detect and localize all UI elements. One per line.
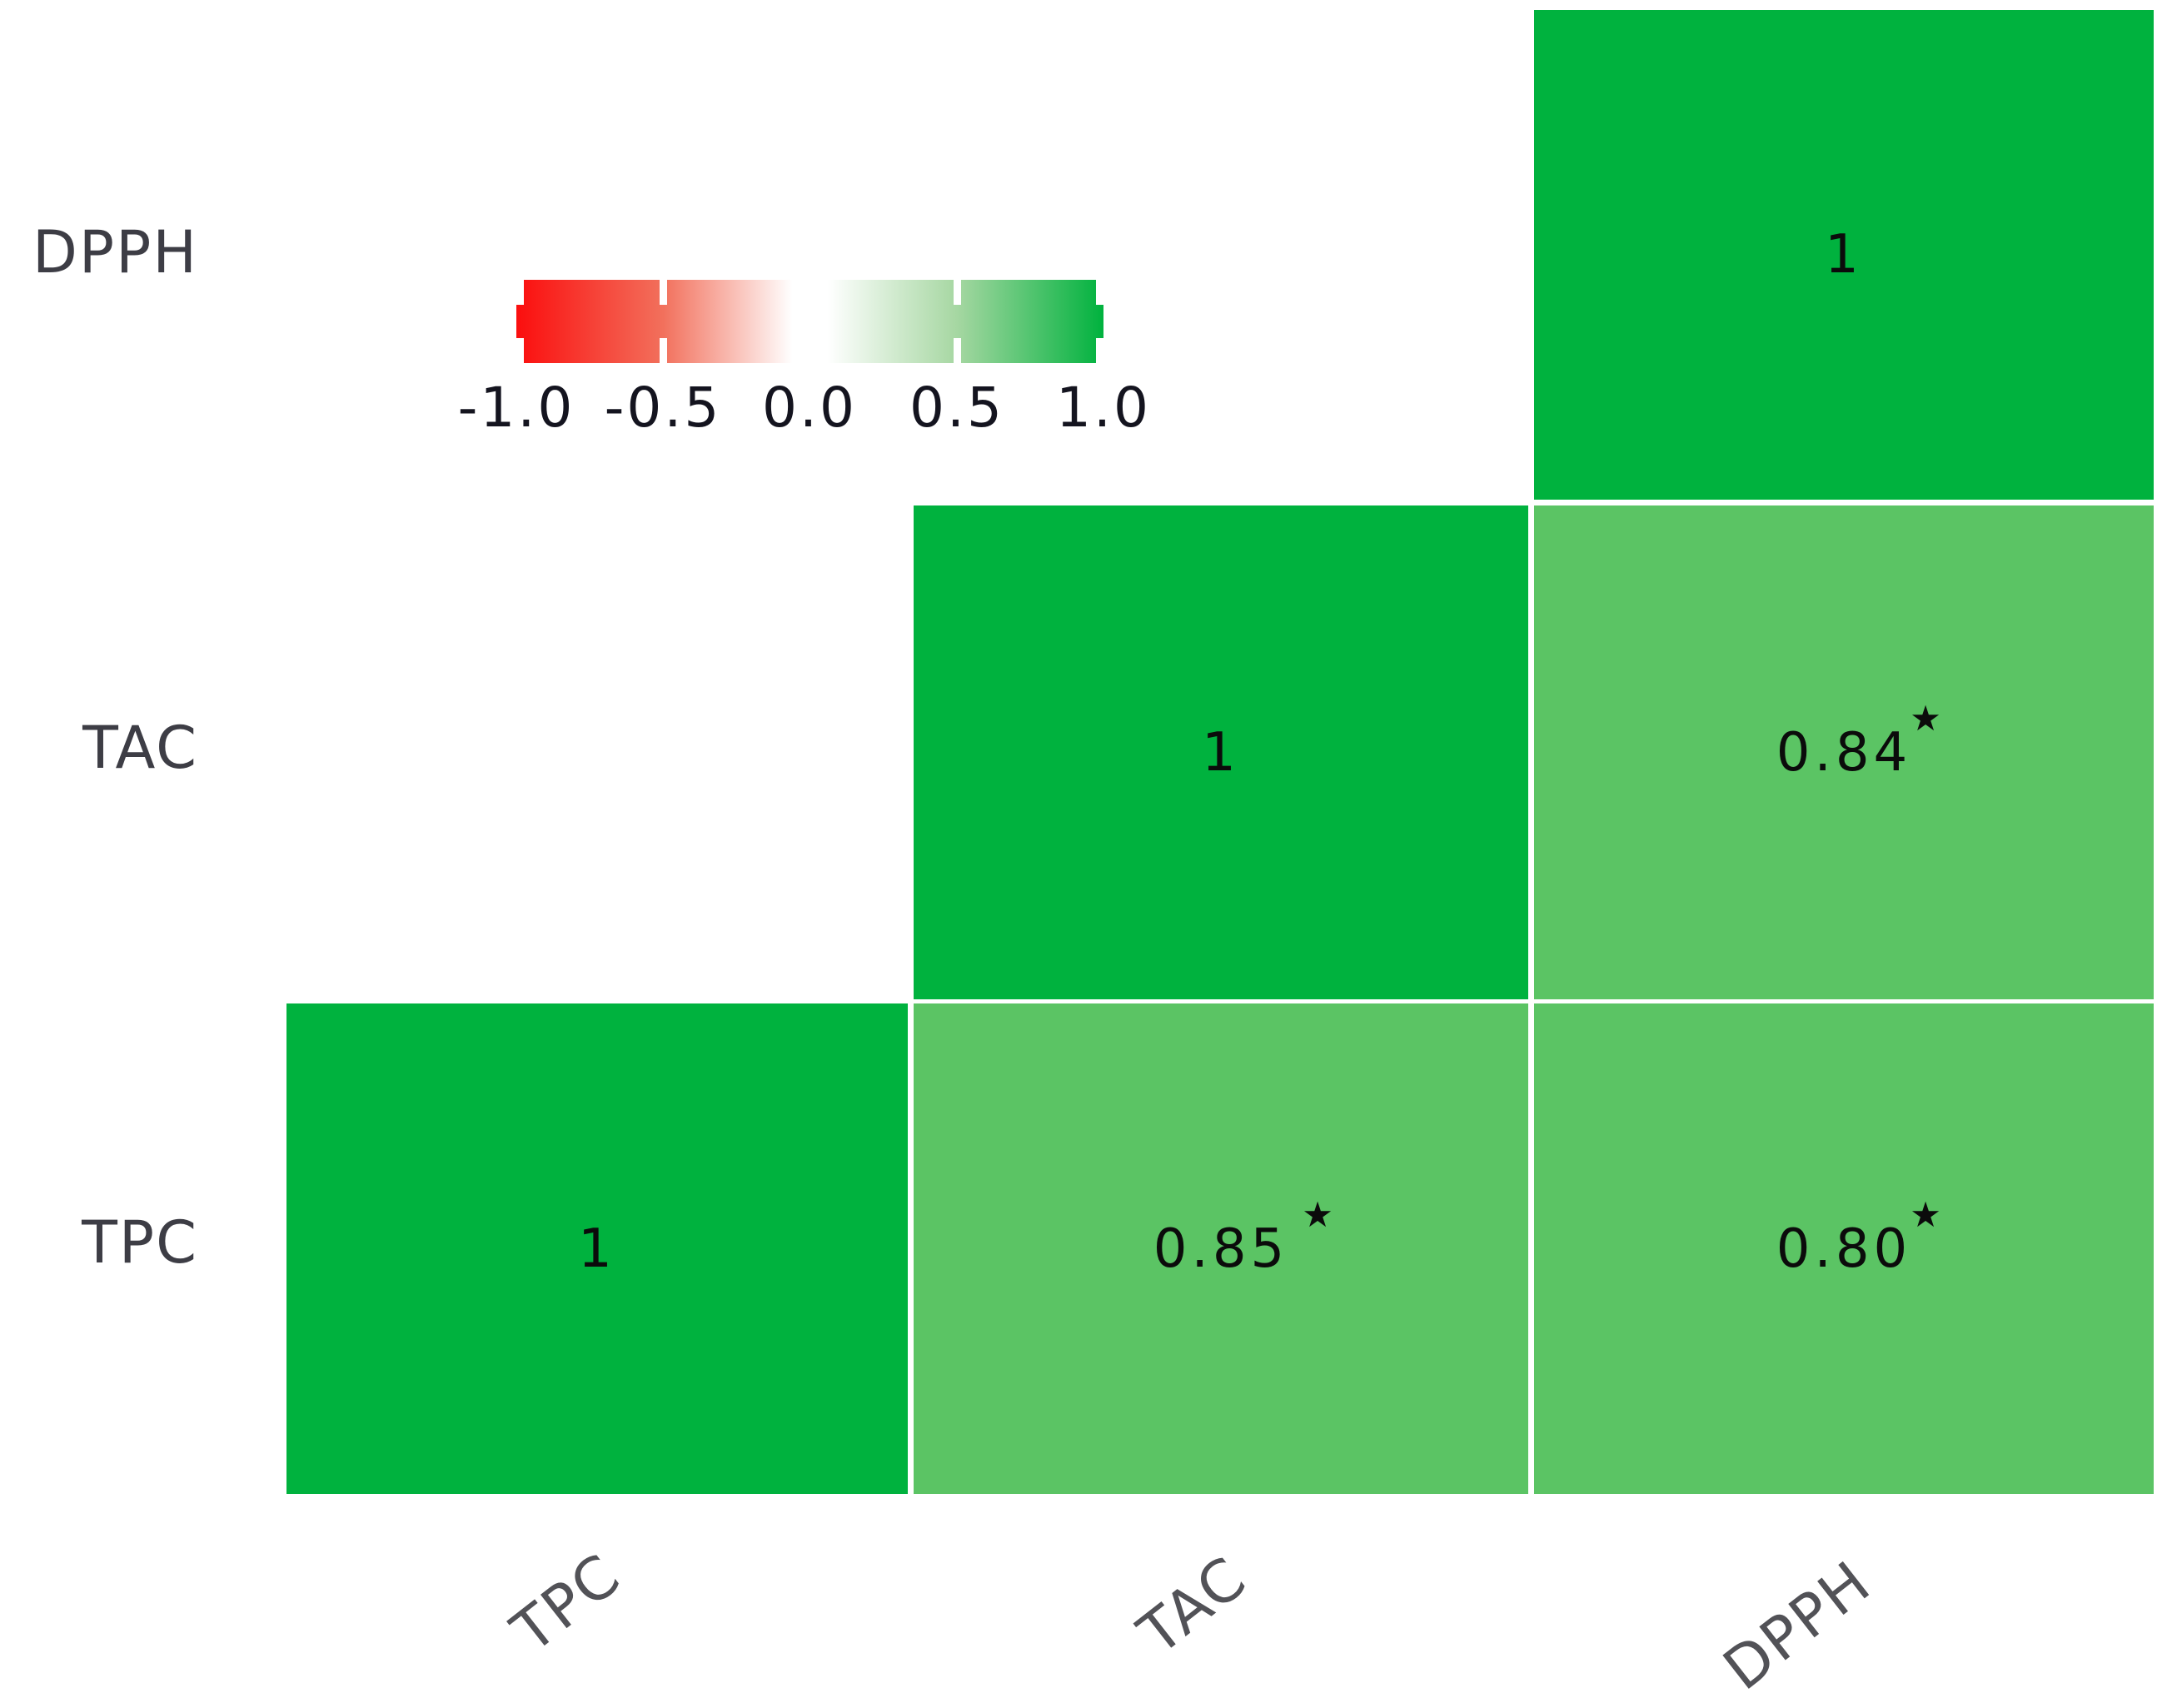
cell-value: 0.80 ★ [1776, 1193, 1941, 1280]
cell-tpc-tac: 0.85 ★ [914, 1003, 1528, 1494]
colorbar-tick-label: -1.0 [457, 376, 575, 440]
cell-tpc-dpph: 0.80 ★ [1534, 1003, 2154, 1494]
significance-star-icon: ★ [1302, 1193, 1333, 1235]
cell-tac-dpph: 0.84 ★ [1534, 505, 2154, 999]
colorbar-tick-labels: -1.0 -0.5 0.0 0.5 1.0 [0, 379, 2172, 437]
colorbar-tick-label: 1.0 [1056, 376, 1151, 440]
colorbar-tick [953, 338, 961, 363]
colorbar-end-notch [516, 338, 524, 363]
cell-value: 0.85 ★ [1153, 1193, 1333, 1280]
cell-tac-tac: 1 [914, 505, 1528, 999]
cell-dpph-dpph: 1 [1534, 10, 2154, 500]
row-label-tac: TAC [82, 714, 198, 782]
colorbar-end-notch [1096, 280, 1103, 305]
row-label-tpc: TPC [82, 1208, 198, 1277]
col-label-tac: TAC [1126, 1542, 1259, 1669]
colorbar-tick [660, 280, 668, 305]
colorbar-tick-label: 0.0 [762, 376, 857, 440]
colorbar-end-notch [516, 280, 524, 305]
cell-value: 0.84 ★ [1776, 697, 1941, 784]
colorbar-end-notch [1096, 338, 1103, 363]
significance-star-icon: ★ [1910, 1193, 1941, 1235]
cell-value: 1 [578, 1218, 616, 1280]
col-label-dpph: DPPH [1711, 1547, 1884, 1704]
colorbar-tick [953, 280, 961, 305]
colorbar-tick [660, 338, 668, 363]
colorbar-tick-label: 0.5 [909, 376, 1004, 440]
cell-tpc-tpc: 1 [286, 1003, 908, 1494]
colorbar-tick-label: -0.5 [604, 376, 722, 440]
significance-star-icon: ★ [1910, 697, 1941, 739]
cell-value: 1 [1202, 721, 1240, 784]
row-label-dpph: DPPH [32, 218, 198, 286]
col-label-tpc: TPC [499, 1540, 634, 1666]
colorbar-gradient [516, 280, 1103, 363]
cell-value: 1 [1825, 224, 1863, 286]
